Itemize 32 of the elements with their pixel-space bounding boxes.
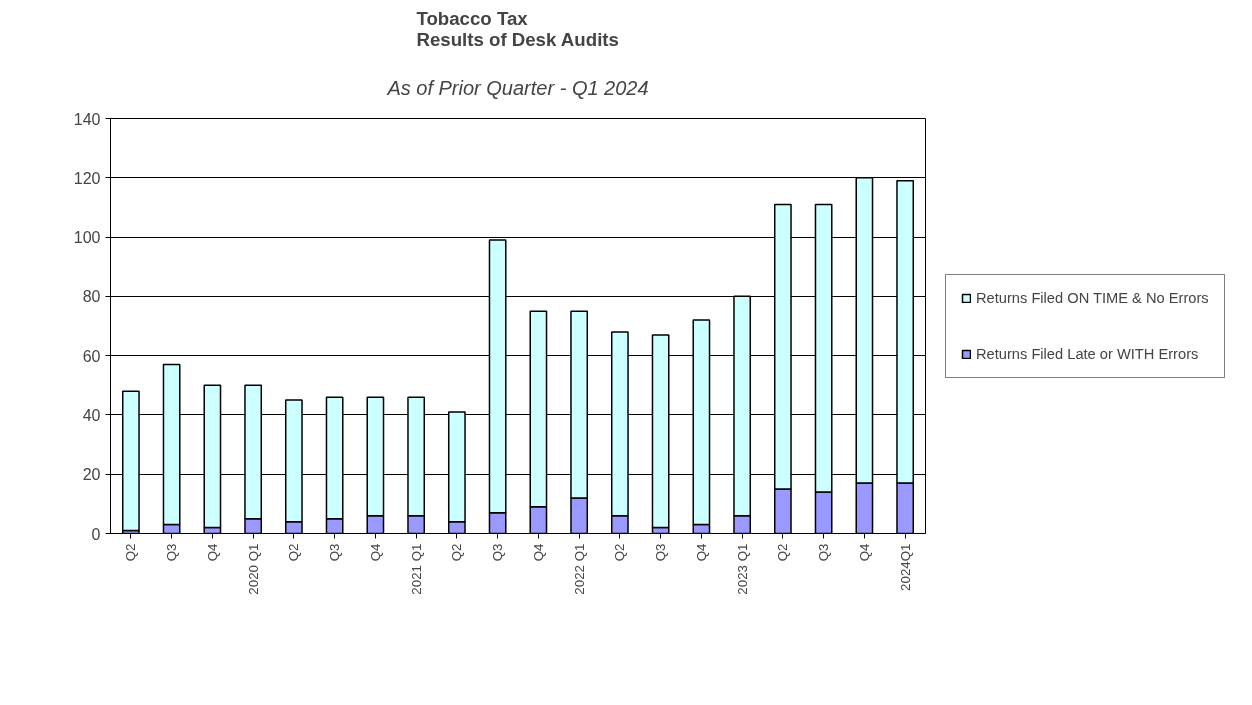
legend-label: Returns Filed ON TIME & No Errors: [976, 289, 1209, 306]
x-tick-label: 2024Q1: [897, 543, 913, 591]
x-tick-label: 2022 Q1: [571, 543, 587, 595]
x-tick-label: Q3: [816, 543, 832, 562]
x-tick-label: 2023 Q1: [734, 543, 750, 595]
x-tick-label: 2020 Q1: [245, 543, 261, 595]
x-tick-label: Q4: [204, 542, 220, 562]
y-tick-label: 140: [73, 110, 101, 128]
x-tick-label: Q2: [612, 543, 628, 562]
y-tick-label: 100: [73, 229, 101, 247]
x-tick-label: Q2: [449, 543, 465, 562]
x-tick-label: Q4: [367, 542, 383, 562]
x-tick-label: Q3: [327, 543, 343, 562]
legend-label: Returns Filed Late or WITH Errors: [976, 345, 1199, 362]
x-tick-label: Q3: [164, 543, 180, 562]
y-tick-label: 80: [82, 288, 101, 306]
y-tick-label: 20: [82, 466, 101, 484]
chart-title: Tobacco Tax Results of Desk Audits: [416, 7, 619, 50]
x-tick-label: Q4: [530, 542, 546, 562]
y-tick-label: 40: [82, 406, 101, 424]
x-tick-label: Q3: [653, 543, 669, 562]
y-tick-label: 120: [73, 169, 101, 187]
x-tick-label: Q2: [286, 543, 302, 562]
y-tick-label: 0: [91, 525, 101, 543]
x-tick-label: Q4: [856, 542, 872, 562]
chart-subtitle: As of Prior Quarter - Q1 2024: [386, 76, 649, 99]
x-tick-label: Q2: [123, 543, 139, 562]
x-tick-label: 2021 Q1: [408, 543, 424, 595]
x-tick-label: Q3: [490, 543, 506, 562]
x-tick-label: Q4: [693, 542, 709, 562]
y-tick-label: 60: [82, 347, 101, 365]
x-tick-label: Q2: [775, 543, 791, 562]
